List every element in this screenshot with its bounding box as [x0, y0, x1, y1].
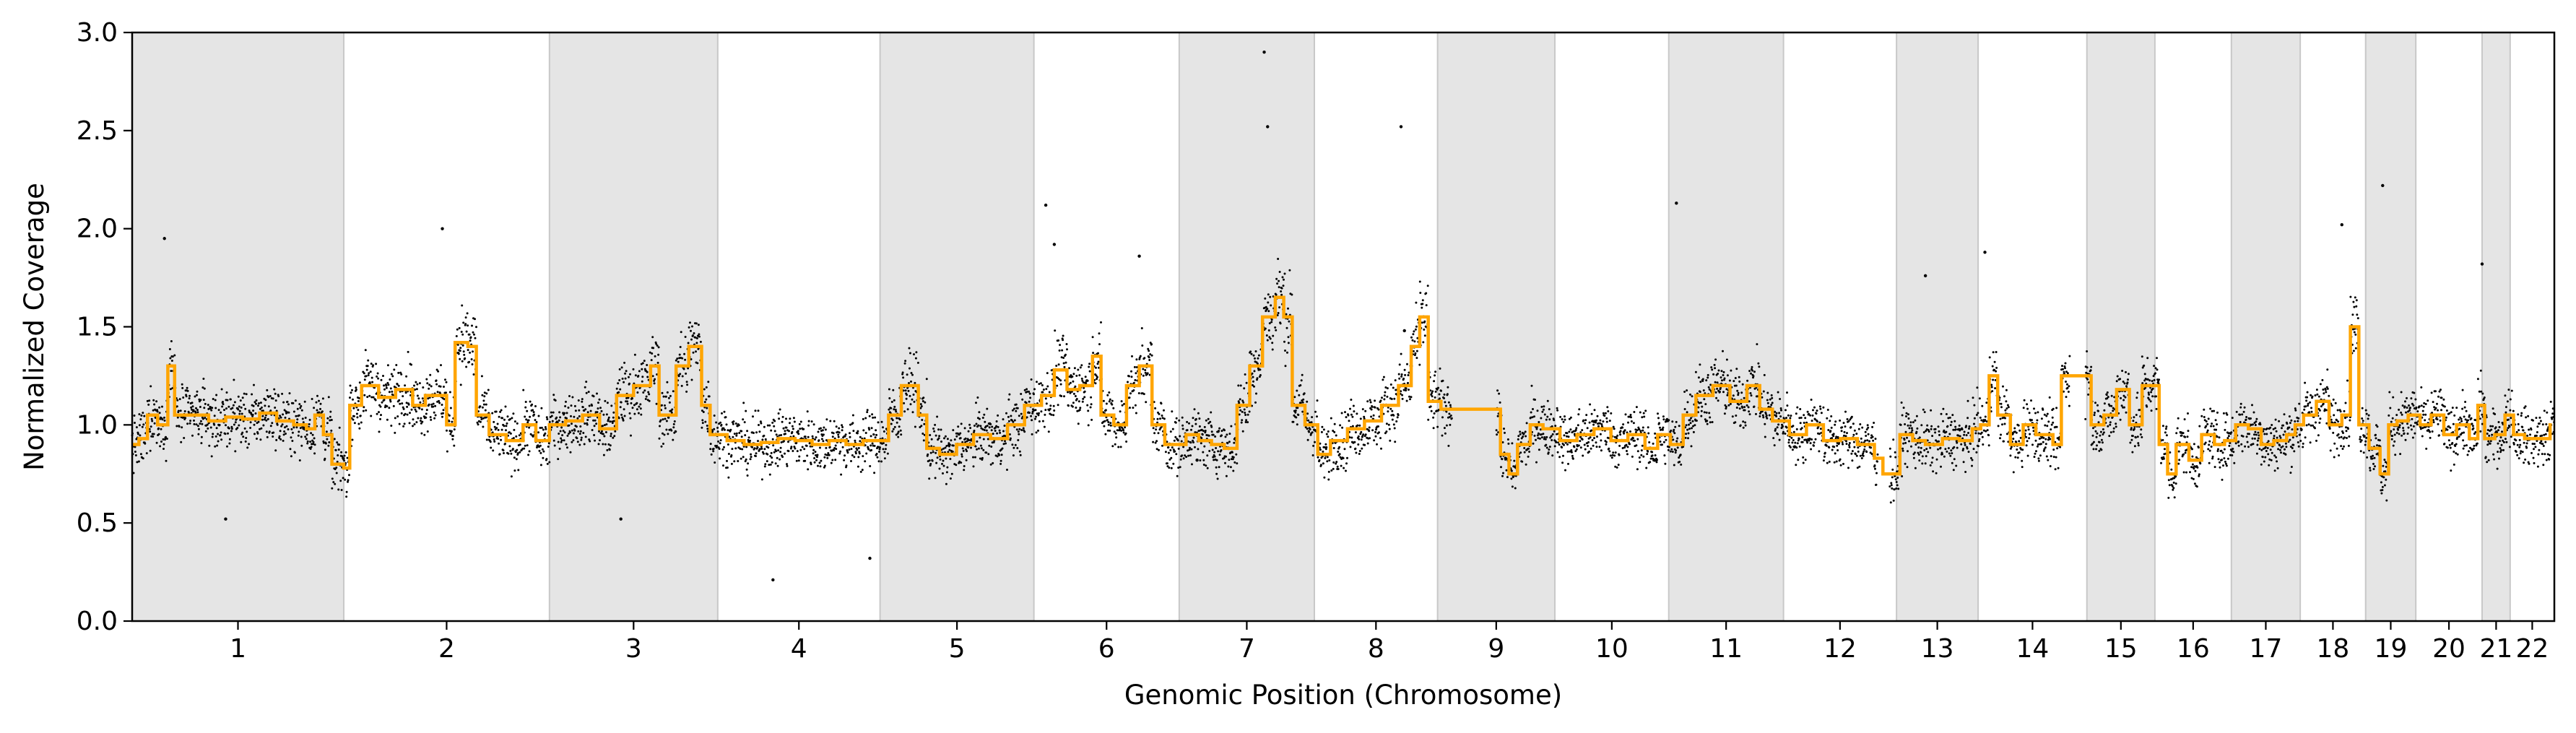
- y-tick-label: 2.5: [77, 116, 118, 146]
- chromosome-band-19: [2364, 32, 2417, 622]
- chromosome-band-13: [1896, 32, 1979, 622]
- x-tick-label-chr10: 10: [1595, 634, 1629, 664]
- chromosome-band-7: [1178, 32, 1315, 622]
- chromosome-band-11: [1668, 32, 1784, 622]
- outlier-point: [619, 517, 623, 521]
- chromosome-band-15: [2086, 32, 2156, 622]
- y-axis: 0.0 0.5 1.0 1.5 2.0 2.5 3.0: [77, 18, 132, 636]
- chromosome-band-9: [1436, 32, 1556, 622]
- x-tick-label-chr7: 7: [1239, 634, 1255, 664]
- x-axis: 1 2 3 4 5 6 7 8 9 10 11 12 13 14 15 16 17 18 19 20 21 22: [230, 621, 2549, 664]
- chromosome-band-5: [879, 32, 1035, 622]
- x-tick-label-chr11: 11: [1709, 634, 1743, 664]
- outlier-point: [1266, 125, 1270, 129]
- outlier-point: [1983, 251, 1987, 254]
- x-tick-label-chr19: 19: [2375, 634, 2408, 664]
- x-tick-label-chr18: 18: [2317, 634, 2350, 664]
- chromosome-band-1: [131, 32, 345, 622]
- y-axis-label: Normalized Coverage: [19, 183, 50, 471]
- outlier-point: [1137, 254, 1141, 258]
- segment-line: [132, 295, 2552, 476]
- outlier-point: [1262, 50, 1266, 54]
- x-tick-label-chr8: 8: [1368, 634, 1384, 664]
- outlier-point: [2381, 183, 2385, 188]
- outlier-point: [441, 227, 444, 230]
- y-tick-label: 2.0: [77, 214, 118, 244]
- outlier-point: [2480, 262, 2484, 266]
- outlier-point: [1195, 459, 1199, 462]
- x-tick-label-chr4: 4: [791, 634, 807, 664]
- plot-frame: [131, 31, 2556, 623]
- y-tick-label: 3.0: [77, 18, 118, 48]
- outlier-point: [1923, 274, 1927, 278]
- outlier-point: [1044, 203, 1048, 207]
- chromosome-band-21: [2481, 32, 2511, 622]
- x-tick-label-chr1: 1: [230, 634, 246, 664]
- chromosome-shading: [131, 32, 2511, 622]
- outlier-point: [1675, 201, 1678, 205]
- coverage-points: [131, 50, 2556, 582]
- y-tick-label: 0.0: [77, 607, 118, 636]
- x-tick-label-chr22: 22: [2515, 634, 2549, 664]
- x-tick-label-chr3: 3: [625, 634, 642, 664]
- coverage-point-cloud: [131, 258, 2556, 504]
- outlier-point: [1052, 243, 1057, 246]
- y-tick-label: 0.5: [77, 508, 118, 538]
- outlier-point: [1402, 329, 1406, 333]
- x-tick-label-chr15: 15: [2104, 634, 2138, 664]
- x-tick-label-chr12: 12: [1823, 634, 1857, 664]
- chromosome-band-17: [2230, 32, 2302, 622]
- x-tick-label-chr6: 6: [1098, 634, 1115, 664]
- x-tick-label-chr20: 20: [2432, 634, 2466, 664]
- y-tick-label: 1.5: [77, 313, 118, 342]
- x-axis-label: Genomic Position (Chromosome): [1124, 680, 1562, 711]
- y-tick-label: 1.0: [77, 410, 118, 440]
- x-tick-label-chr14: 14: [2016, 634, 2050, 664]
- x-tick-label-chr2: 2: [438, 634, 455, 664]
- x-tick-label-chr21: 21: [2479, 634, 2512, 664]
- outlier-point: [771, 578, 775, 582]
- outlier-point: [224, 517, 227, 521]
- outlier-point: [868, 556, 872, 560]
- x-tick-label-chr9: 9: [1488, 634, 1504, 664]
- outlier-point: [1399, 125, 1403, 129]
- outlier-point: [162, 237, 166, 240]
- x-tick-label-chr13: 13: [1921, 634, 1954, 664]
- x-tick-label-chr17: 17: [2250, 634, 2283, 664]
- x-tick-label-chr5: 5: [949, 634, 966, 664]
- x-tick-label-chr16: 16: [2177, 634, 2210, 664]
- segment-path: [132, 295, 2552, 476]
- outlier-point: [2340, 223, 2343, 227]
